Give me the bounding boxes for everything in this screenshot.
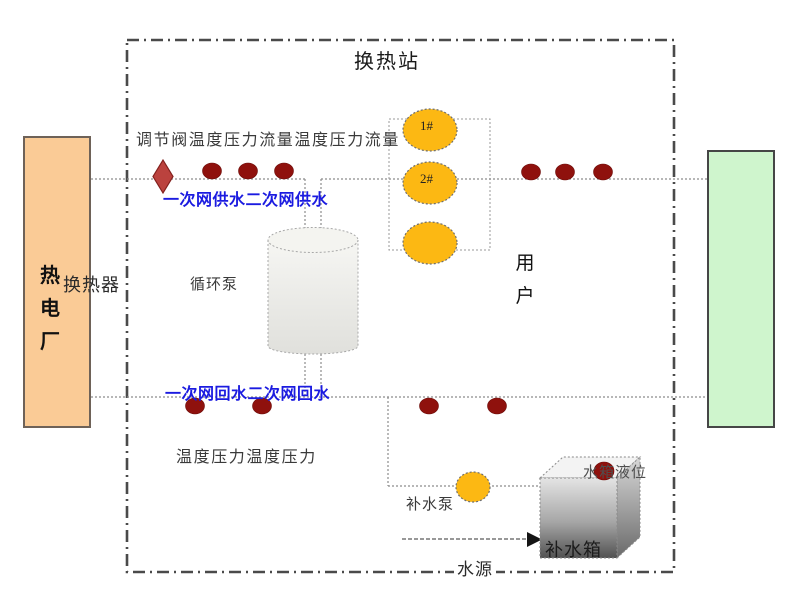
tank-level-sensor-dot: [593, 461, 615, 481]
power-plant-label: 热电厂: [40, 265, 60, 353]
circulation-pump-label: 循环泵: [190, 277, 239, 293]
tank-level-label: 水箱液位: [583, 465, 648, 481]
sensor-dot: [419, 397, 439, 415]
sensor-dot: [555, 163, 575, 181]
users-label: 用户: [515, 253, 535, 307]
sensor-dot: [238, 162, 258, 180]
pump-2-label: 2#: [420, 171, 433, 186]
return-sensors-label: 温度压力温度压力: [176, 449, 317, 466]
sensor-dot: [202, 162, 222, 180]
control-valve-icon: [152, 158, 174, 195]
pump-3-icon: [402, 221, 458, 265]
power-plant-block: [23, 136, 91, 428]
sensor-dot: [593, 163, 613, 181]
heat-exchanger-label: 换热器: [63, 275, 120, 295]
station-boundary: [125, 38, 676, 574]
sensor-dot: [252, 397, 272, 415]
makeup-tank-front-face: [539, 477, 618, 559]
circulation-pump-cylinder-top: [267, 227, 359, 253]
makeup-tank-label: 补水箱: [545, 540, 602, 560]
station-title: 换热站: [354, 51, 420, 73]
water-source-label: 水源: [454, 560, 496, 580]
return-pipe-label: 一次网回水二次网回水: [165, 386, 331, 403]
supply-sensors-label: 调节阀温度压力流量温度压力流量: [136, 132, 401, 149]
sensor-dot: [487, 397, 507, 415]
users-block: [707, 150, 775, 428]
sensor-dot: [521, 163, 541, 181]
makeup-pump-icon: [455, 471, 491, 503]
pump-2-icon: [402, 161, 458, 205]
pump-1-label: 1#: [420, 118, 433, 133]
sensor-dot: [274, 162, 294, 180]
supply-pipe-label: 一次网供水二次网供水: [163, 192, 329, 209]
water-source-arrow-icon: [527, 532, 542, 547]
circulation-pump-cylinder: [267, 240, 359, 355]
sensor-dot: [185, 397, 205, 415]
pump-1-icon: [402, 108, 458, 152]
makeup-pump-label: 补水泵: [406, 497, 455, 513]
